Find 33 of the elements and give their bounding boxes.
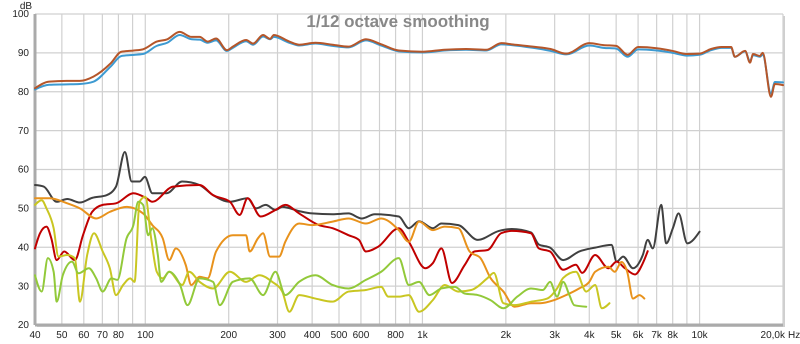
x-tick-label: 100 bbox=[136, 330, 154, 342]
y-tick-label: 60 bbox=[18, 164, 30, 176]
x-tick-label: 1k bbox=[417, 330, 429, 342]
x-tick-label: 40 bbox=[29, 330, 41, 342]
x-tick-label: 4k bbox=[584, 330, 596, 342]
x-tick-label: 300 bbox=[269, 330, 286, 342]
x-tick-label: 7k bbox=[651, 330, 663, 342]
y-tick-label: 30 bbox=[18, 281, 30, 292]
chart-title: 1/12 octave smoothing bbox=[306, 12, 490, 31]
x-tick-label: 70 bbox=[96, 330, 108, 342]
y-tick-label: 90 bbox=[18, 48, 30, 60]
x-tick-label: 500 bbox=[330, 330, 348, 342]
x-tick-label: 20,0k bbox=[760, 330, 786, 342]
x-tick-label: 3k bbox=[549, 330, 561, 342]
x-tick-label: 10k bbox=[692, 330, 709, 342]
y-tick-label: 20 bbox=[18, 320, 30, 332]
x-tick-label: 2k bbox=[500, 330, 512, 342]
y-tick-label: 100 bbox=[12, 9, 30, 20]
x-tick-label: 600 bbox=[352, 330, 370, 342]
x-tick-label: 800 bbox=[387, 330, 404, 342]
y-tick-label: 70 bbox=[18, 126, 30, 137]
x-tick-label: 400 bbox=[304, 330, 321, 342]
y-tick-label: 50 bbox=[18, 204, 30, 215]
x-tick-label: 8k bbox=[667, 330, 679, 342]
y-tick-label: 80 bbox=[18, 86, 30, 98]
x-tick-label: 5k bbox=[610, 330, 622, 342]
x-axis-title: Hz bbox=[788, 330, 800, 341]
x-tick-label: 50 bbox=[56, 330, 68, 342]
x-tick-label: 60 bbox=[78, 330, 90, 342]
x-tick-label: 6k bbox=[632, 330, 644, 342]
x-tick-label: 200 bbox=[220, 330, 238, 342]
x-tick-label: 80 bbox=[112, 330, 124, 342]
y-tick-label: 40 bbox=[18, 242, 30, 254]
